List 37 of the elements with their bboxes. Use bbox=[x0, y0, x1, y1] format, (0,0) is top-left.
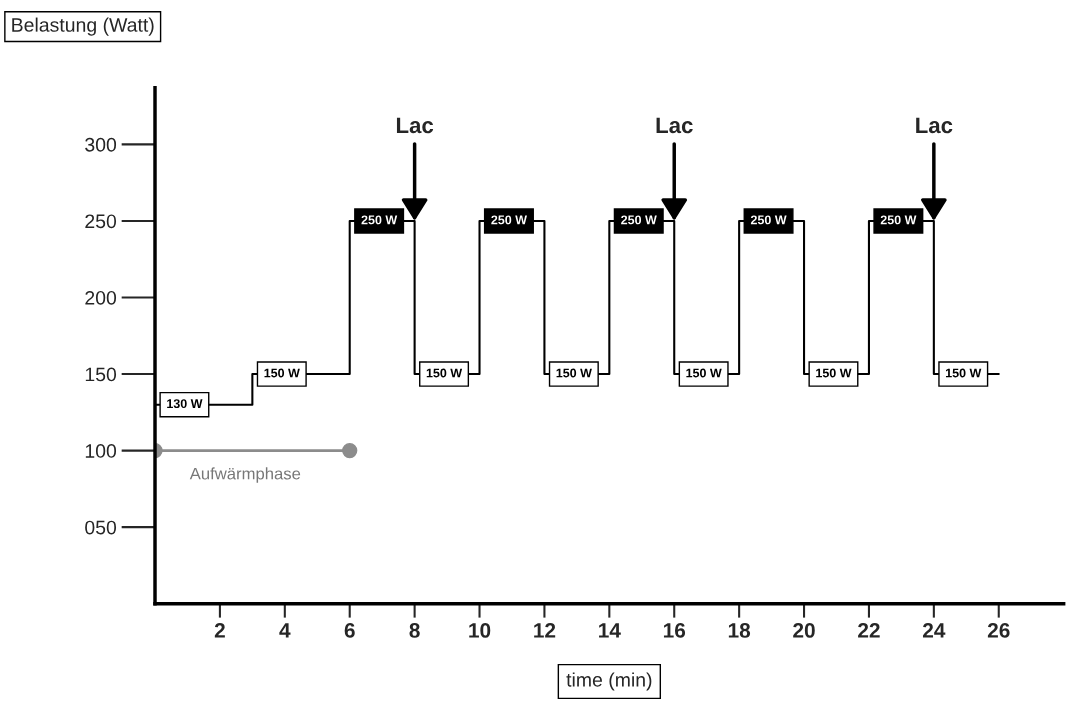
y-tick-label: 200 bbox=[85, 290, 117, 305]
x-tick-label: 12 bbox=[534, 623, 556, 638]
data-label: 150 W bbox=[556, 368, 592, 378]
data-label: 150 W bbox=[264, 368, 300, 378]
x-tick-label: 4 bbox=[279, 623, 291, 638]
annotation: Aufwärmphase bbox=[189, 467, 301, 483]
data-label: 250 W bbox=[880, 215, 917, 225]
y-axis-title: Belastung (Watt) bbox=[12, 17, 154, 36]
annotation: Lac bbox=[656, 117, 693, 134]
x-tick-label: 26 bbox=[987, 623, 1010, 638]
x-tick-label: 14 bbox=[599, 623, 621, 638]
x-tick-label: 24 bbox=[922, 623, 946, 638]
data-label: 250 W bbox=[361, 215, 398, 225]
data-label: 150 W bbox=[945, 368, 982, 378]
y-tick-label: 150 bbox=[85, 367, 117, 382]
annotation: Lac bbox=[396, 117, 434, 134]
x-tick-label: 20 bbox=[793, 623, 815, 638]
x-tick-label: 10 bbox=[469, 623, 491, 638]
y-tick-label: 300 bbox=[85, 137, 117, 152]
x-tick-label: 22 bbox=[858, 623, 880, 638]
data-label: 150 W bbox=[816, 368, 852, 378]
data-label: 250 W bbox=[750, 215, 787, 225]
data-label: 250 W bbox=[621, 215, 657, 225]
data-label: 150 W bbox=[426, 368, 463, 378]
x-tick-label: 8 bbox=[409, 623, 420, 638]
data-label: 150 W bbox=[686, 368, 722, 378]
x-tick-label: 2 bbox=[214, 623, 225, 638]
x-tick-label: 18 bbox=[728, 623, 751, 638]
x-tick-label: 16 bbox=[663, 623, 686, 638]
data-label: 250 W bbox=[491, 215, 527, 225]
y-tick-label: 050 bbox=[85, 520, 117, 535]
x-tick-label: 6 bbox=[344, 623, 355, 638]
annotation: Lac bbox=[916, 117, 953, 134]
data-label: 130 W bbox=[167, 399, 203, 409]
y-tick-label: 100 bbox=[85, 444, 117, 458]
y-tick-label: 250 bbox=[85, 214, 117, 229]
x-axis-title: time (min) bbox=[566, 672, 652, 691]
